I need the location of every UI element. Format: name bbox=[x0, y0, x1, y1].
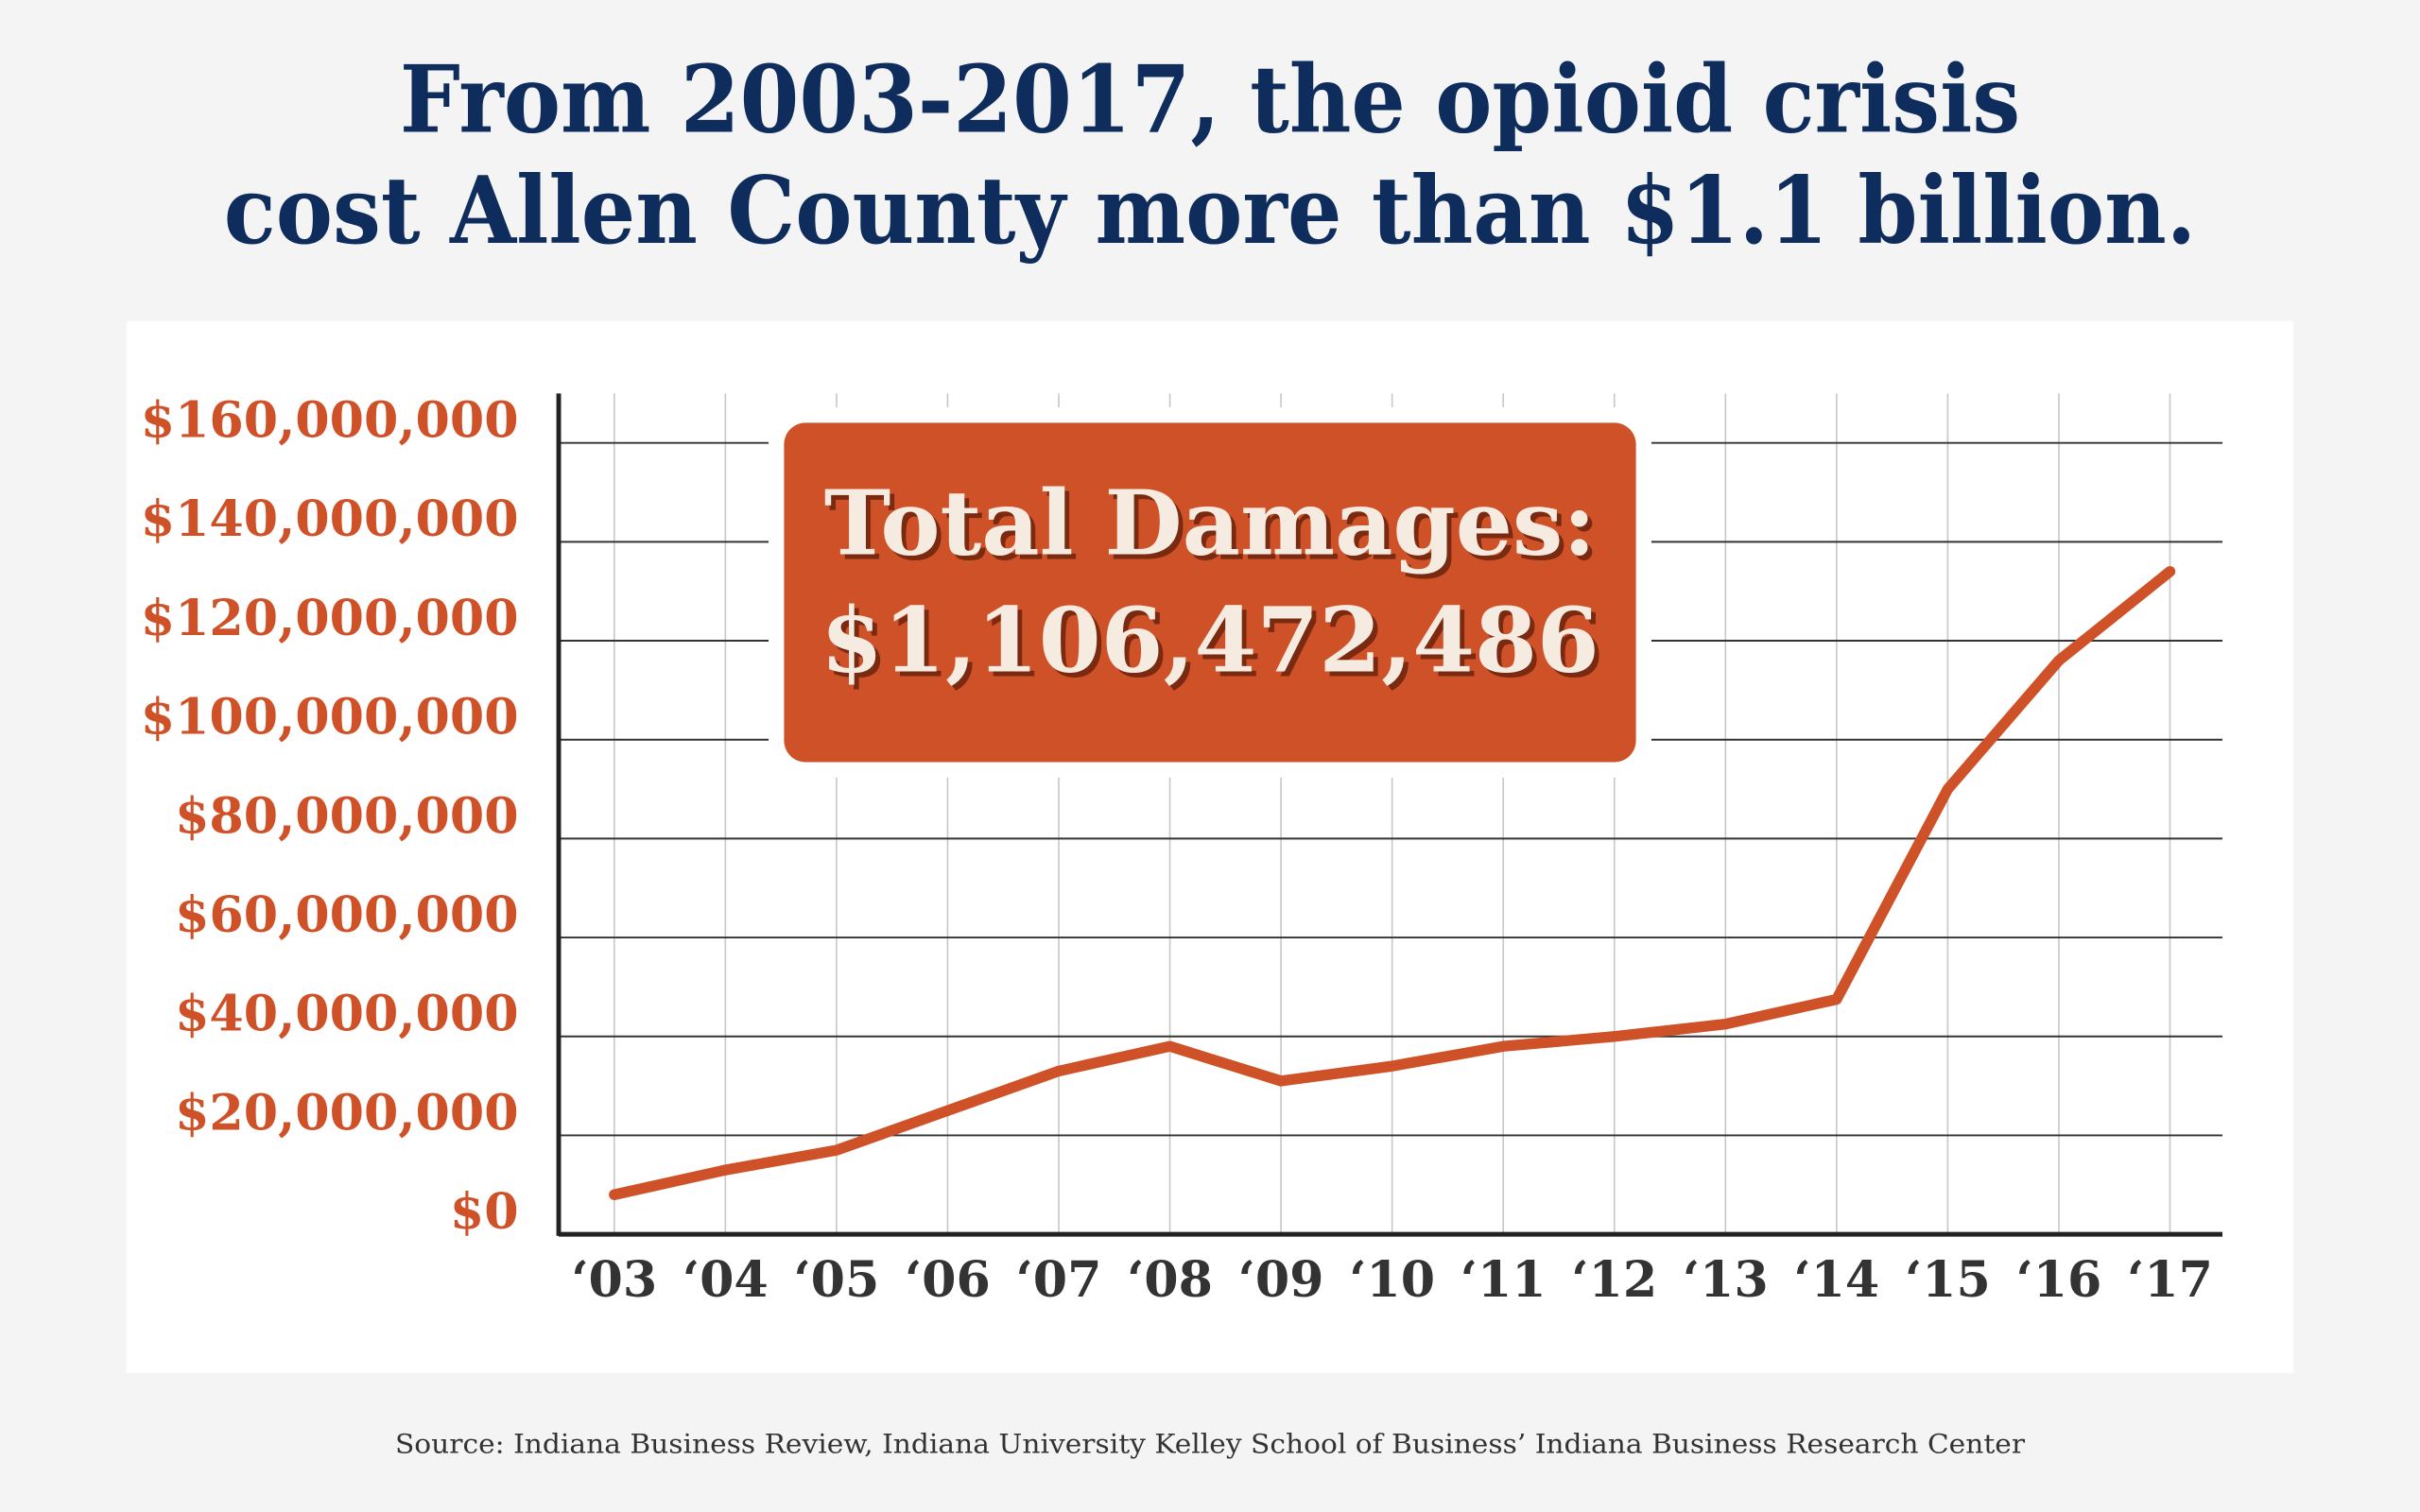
x-tick-label: ‘17 bbox=[2127, 1251, 2213, 1309]
x-tick-label: ‘07 bbox=[1016, 1251, 1102, 1309]
y-tick-label: $160,000,000 bbox=[141, 392, 519, 450]
x-tick-label: ‘14 bbox=[1793, 1251, 1879, 1309]
y-tick-label: $140,000,000 bbox=[141, 490, 519, 548]
x-tick-label: ‘03 bbox=[571, 1251, 657, 1309]
y-tick-label: $20,000,000 bbox=[175, 1084, 518, 1142]
x-tick-label: ‘12 bbox=[1571, 1251, 1657, 1309]
y-tick-label: $120,000,000 bbox=[141, 590, 519, 647]
x-tick-label: ‘08 bbox=[1127, 1251, 1213, 1309]
annotation-shadow: Total Damages: bbox=[829, 475, 1600, 580]
title-line: From 2003-2017, the opioid crisis bbox=[400, 46, 2020, 155]
y-tick-label: $80,000,000 bbox=[175, 787, 518, 845]
annotation-text: Total Damages: bbox=[824, 471, 1596, 576]
x-tick-label: ‘05 bbox=[793, 1251, 879, 1309]
plot: $0 $20,000,000 $40,000,000 $60,000,000 $80,0… bbox=[141, 392, 2223, 1309]
x-tick-label: ‘06 bbox=[905, 1251, 991, 1309]
y-tick-label: $0 bbox=[450, 1183, 519, 1241]
x-tick-label: ‘16 bbox=[2016, 1251, 2102, 1309]
x-tick-label: ‘10 bbox=[1349, 1251, 1435, 1309]
x-tick-label: ‘13 bbox=[1683, 1251, 1769, 1309]
source: Source: Indiana Business Review, Indiana… bbox=[395, 1428, 2026, 1459]
title-line: cost Allen County more than $1.1 billion… bbox=[224, 157, 2197, 266]
y-tick-label: $40,000,000 bbox=[175, 986, 518, 1043]
x-tick-label: ‘15 bbox=[1905, 1251, 1991, 1309]
annotation-text: $1,106,472,486 bbox=[821, 589, 1599, 694]
y-tick-label: $60,000,000 bbox=[175, 886, 518, 944]
annotation-shadow: $1,106,472,486 bbox=[825, 593, 1604, 697]
data-line bbox=[609, 566, 2176, 1200]
annotation-box bbox=[784, 422, 1636, 763]
y-tick-label: $100,000,000 bbox=[141, 689, 519, 747]
x-tick-label: ‘11 bbox=[1461, 1251, 1547, 1309]
x-tick-label: ‘09 bbox=[1238, 1251, 1324, 1309]
x-tick-label: ‘04 bbox=[683, 1251, 769, 1309]
